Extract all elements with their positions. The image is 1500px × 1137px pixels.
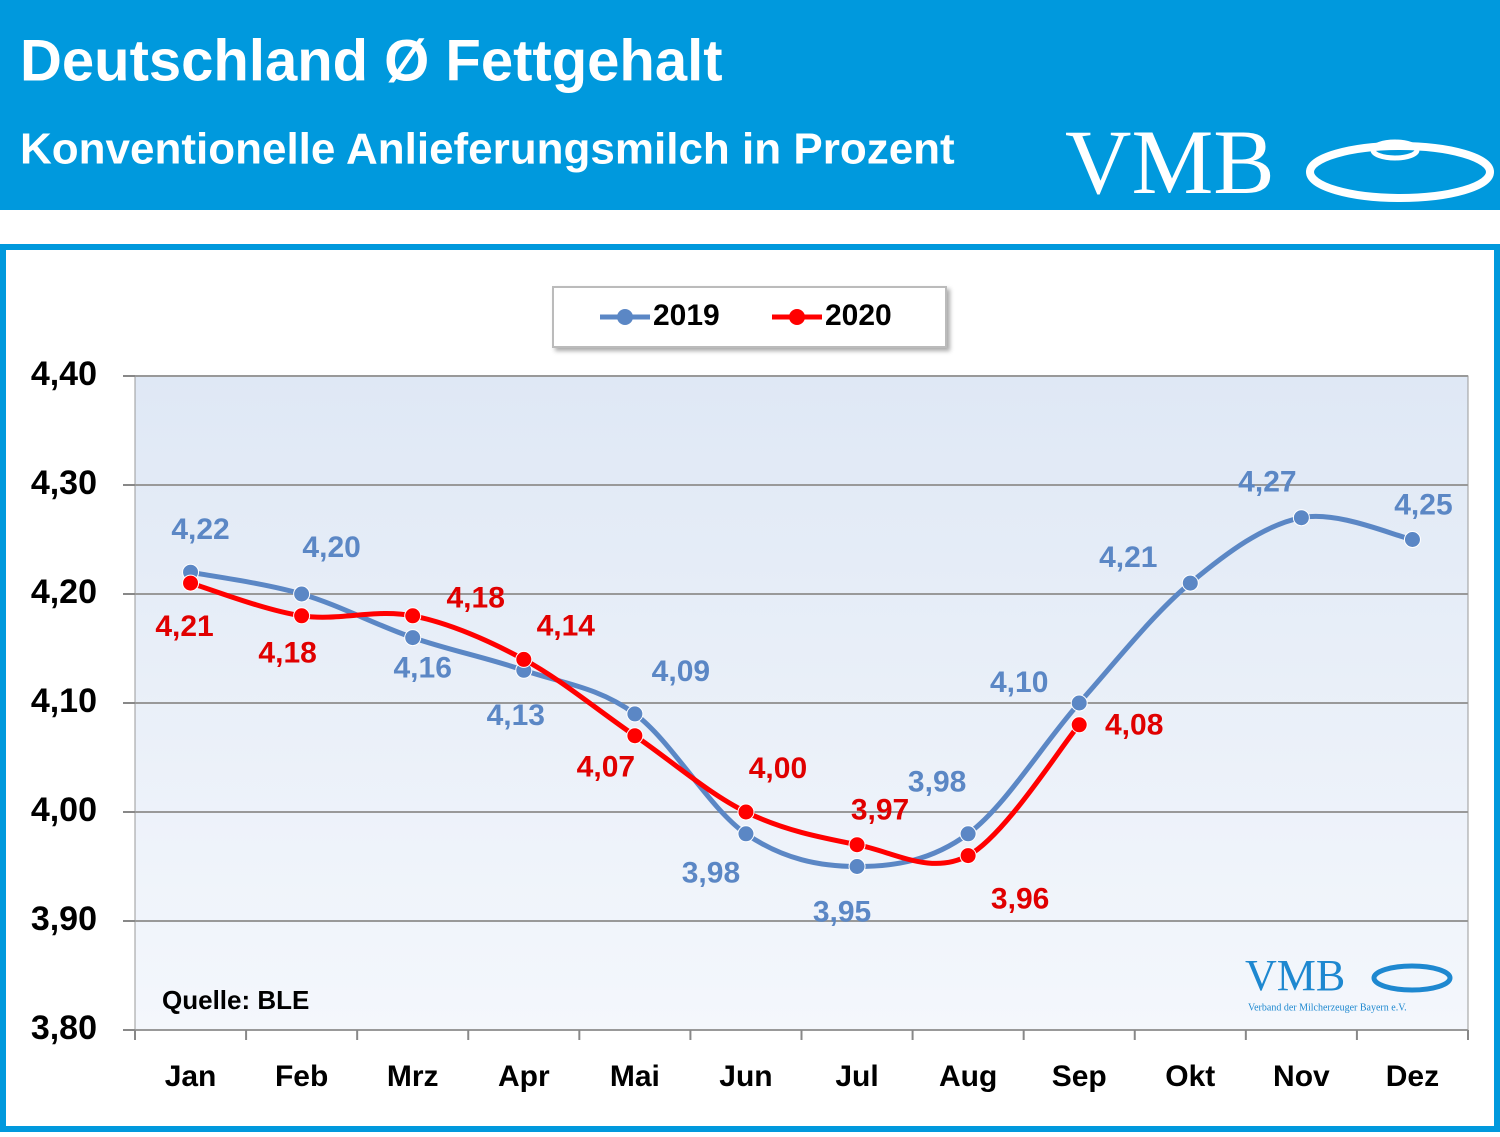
marker — [848, 858, 866, 875]
data-label: 4,22 — [171, 513, 229, 546]
marker — [515, 650, 533, 668]
x-tick-label: Jan — [165, 1060, 217, 1093]
x-tick-label: Mrz — [387, 1060, 439, 1093]
x-tick-label: Feb — [275, 1060, 328, 1093]
data-label: 4,00 — [749, 752, 807, 785]
y-tick-label: 4,20 — [31, 573, 97, 611]
marker — [1292, 509, 1310, 527]
x-tick-label: Mai — [610, 1060, 660, 1093]
data-label: 4,14 — [537, 609, 596, 642]
series-line — [189, 580, 1082, 866]
marker — [182, 574, 200, 592]
x-tick-label: Dez — [1386, 1060, 1439, 1093]
marker — [626, 705, 644, 723]
data-label: 4,16 — [394, 652, 452, 685]
y-tick-label: 4,30 — [31, 464, 97, 502]
title: Deutschland Ø Fettgehalt — [20, 28, 723, 93]
logo-swoosh — [1370, 139, 1420, 161]
data-label: 4,18 — [447, 582, 505, 615]
x-tick-label: Jun — [719, 1060, 772, 1093]
marker — [737, 803, 755, 821]
legend-marker — [789, 309, 805, 325]
marker — [959, 847, 977, 865]
data-label: 4,08 — [1105, 709, 1163, 742]
legend-label: 2020 — [825, 299, 892, 332]
logo-small: VMB — [1245, 951, 1345, 1000]
marker — [737, 825, 755, 843]
header — [0, 0, 1500, 210]
data-label: 3,95 — [813, 895, 871, 928]
x-tick-label: Jul — [835, 1060, 878, 1093]
data-label: 4,09 — [652, 655, 710, 688]
marker — [1070, 694, 1088, 712]
y-tick-label: 4,40 — [31, 355, 97, 393]
data-label: 4,21 — [1099, 541, 1157, 574]
marker — [959, 825, 977, 843]
marker — [1181, 574, 1199, 592]
data-label: 4,27 — [1238, 466, 1296, 499]
marker — [293, 585, 311, 603]
y-tick-label: 4,10 — [31, 682, 97, 720]
data-label: 3,97 — [851, 794, 909, 827]
data-label: 3,98 — [908, 766, 966, 799]
x-tick-label: Okt — [1165, 1060, 1215, 1093]
data-label: 4,20 — [302, 531, 360, 564]
marker — [404, 607, 422, 625]
y-tick-label: 4,00 — [31, 791, 97, 829]
x-tick-label: Apr — [498, 1060, 550, 1093]
logo: VMB — [1065, 111, 1275, 213]
data-label: 4,07 — [577, 751, 635, 784]
logo-caption: Verband der Milcherzeuger Bayern e.V. — [1248, 1002, 1407, 1013]
legend-marker — [617, 309, 633, 325]
x-tick-label: Nov — [1273, 1060, 1330, 1093]
marker — [1070, 716, 1088, 734]
data-label: 3,96 — [991, 883, 1049, 916]
x-tick-label: Aug — [939, 1060, 997, 1093]
data-label: 3,98 — [682, 857, 740, 890]
subtitle: Konventionelle Anlieferungsmilch in Proz… — [20, 125, 955, 174]
logo-swoosh — [1371, 963, 1453, 993]
y-tick-label: 3,80 — [31, 1009, 97, 1047]
x-tick-label: Sep — [1052, 1060, 1107, 1093]
marker — [293, 607, 311, 625]
data-label: 4,10 — [990, 666, 1048, 699]
marker — [1403, 531, 1421, 548]
data-label: 4,25 — [1394, 488, 1452, 521]
data-label: 4,18 — [258, 637, 316, 670]
data-label: 4,21 — [155, 610, 213, 643]
marker — [404, 629, 422, 647]
logo-swoosh — [1306, 142, 1494, 202]
marker — [848, 836, 866, 854]
data-label: 4,13 — [487, 699, 545, 732]
annotation: Quelle: BLE — [162, 985, 309, 1015]
marker — [626, 727, 644, 745]
y-tick-label: 3,90 — [31, 900, 97, 938]
legend-label: 2019 — [653, 299, 720, 332]
